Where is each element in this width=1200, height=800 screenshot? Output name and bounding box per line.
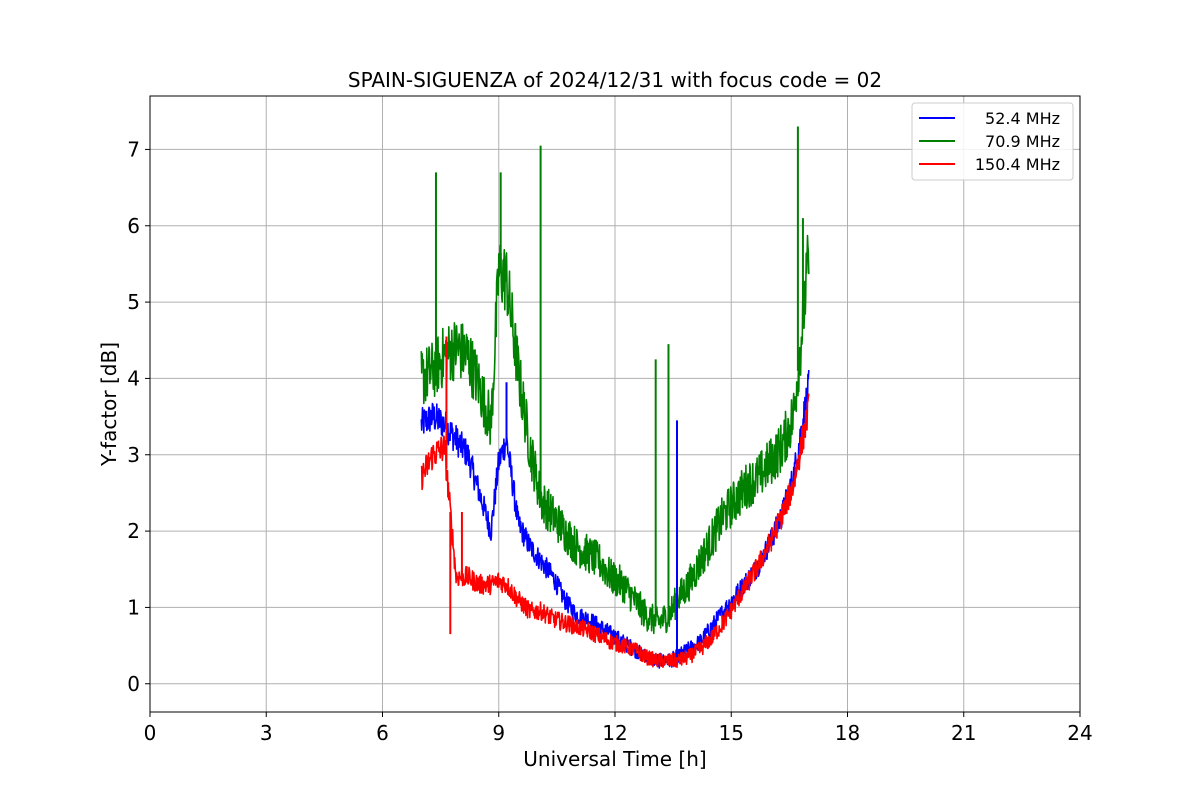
x-tick-label: 3: [260, 721, 273, 745]
y-tick-label: 5: [127, 290, 140, 314]
legend: 52.4 MHz 70.9 MHz 150.4 MHz: [911, 102, 1074, 181]
legend-label: 70.9 MHz: [985, 132, 1060, 151]
legend-box: [911, 102, 1074, 181]
x-tick-label: 9: [492, 721, 505, 745]
x-tick-label: 21: [951, 721, 976, 745]
legend-label: 52.4 MHz: [985, 109, 1060, 128]
y-axis-label: Y-factor [dB]: [97, 342, 121, 467]
x-tick-label: 15: [719, 721, 744, 745]
y-tick-label: 4: [127, 366, 140, 390]
legend-label: 150.4 MHz: [975, 155, 1060, 174]
y-tick-label: 6: [127, 214, 140, 238]
series-line: [420, 234, 810, 635]
y-axis-ticks: 0 1 2 3 4 5 6 7: [127, 137, 150, 696]
x-tick-label: 12: [602, 721, 627, 745]
x-tick-label: 0: [144, 721, 157, 745]
y-tick-label: 3: [127, 443, 140, 467]
series-line: [420, 393, 810, 669]
x-tick-label: 6: [376, 721, 389, 745]
x-axis-label: Universal Time [h]: [523, 747, 706, 771]
y-tick-label: 7: [127, 137, 140, 161]
grid-lines: [149, 96, 1081, 712]
x-tick-label: 24: [1067, 721, 1092, 745]
y-tick-label: 2: [127, 519, 140, 543]
chart-title: SPAIN-SIGUENZA of 2024/12/31 with focus …: [348, 68, 882, 92]
x-tick-label: 18: [835, 721, 860, 745]
y-tick-label: 1: [127, 595, 140, 619]
y-tick-label: 0: [127, 672, 140, 696]
series-layer: [420, 126, 810, 669]
x-axis-ticks: 0 3 6 9 12 15 18 21 24: [144, 712, 1093, 745]
